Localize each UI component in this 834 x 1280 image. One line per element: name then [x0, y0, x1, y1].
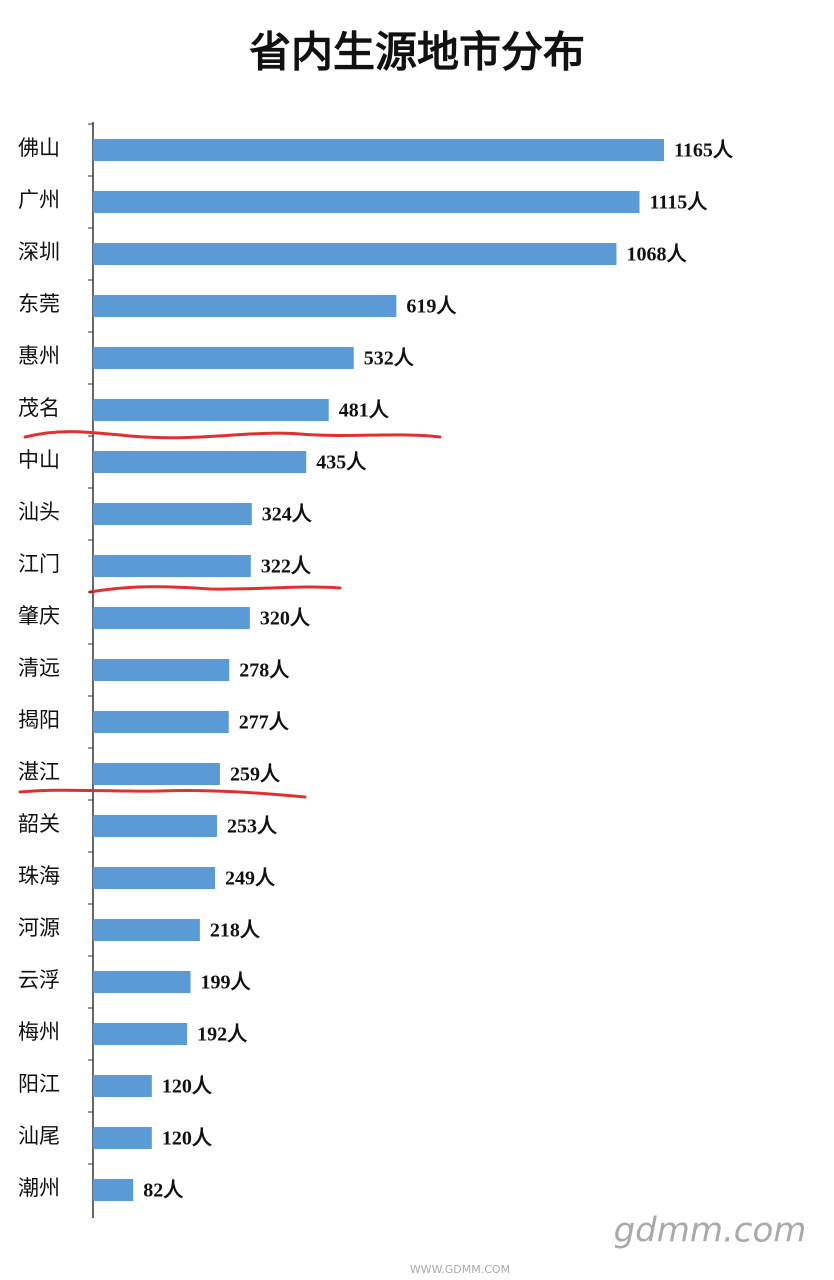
- y-tick-label: 东莞: [18, 292, 60, 316]
- y-tick-label: 佛山: [18, 136, 60, 160]
- value-label: 320人: [260, 607, 311, 630]
- bar: [93, 659, 230, 681]
- y-tick-label: 阳江: [18, 1072, 60, 1096]
- y-tick-label: 中山: [18, 448, 60, 472]
- y-tick-label: 珠海: [18, 864, 60, 888]
- value-label: 218人: [210, 919, 261, 942]
- bar: [93, 711, 229, 733]
- value-label: 259人: [230, 763, 281, 786]
- underline: [23, 430, 442, 440]
- bar: [93, 1127, 152, 1149]
- bar: [93, 1179, 134, 1201]
- value-label: 249人: [225, 867, 276, 890]
- y-tick-label: 湛江: [18, 760, 60, 784]
- value-label: 120人: [162, 1127, 213, 1150]
- bar: [93, 451, 307, 473]
- underline: [18, 788, 307, 799]
- bar: [93, 399, 329, 421]
- value-label: 1068人: [626, 243, 687, 266]
- bar: [93, 139, 664, 161]
- y-tick-label: 茂名: [18, 396, 60, 420]
- watermark-sub: WWW.GDMM.COM: [410, 1263, 510, 1276]
- y-tick-label: 清远: [18, 656, 60, 680]
- y-tick-label: 惠州: [18, 344, 60, 368]
- annotation-underlines: [18, 430, 442, 799]
- bar: [93, 243, 617, 265]
- bar: [93, 919, 200, 941]
- y-tick-label: 揭阳: [18, 708, 60, 732]
- value-label: 199人: [201, 971, 252, 994]
- value-label: 1115人: [649, 191, 708, 214]
- bar: [93, 867, 216, 889]
- y-tick-label: 潮州: [18, 1176, 60, 1200]
- y-tick-label: 梅州: [18, 1020, 60, 1044]
- y-tick-label: 河源: [18, 916, 60, 940]
- bar: [93, 347, 354, 369]
- y-tick-label: 韶关: [18, 812, 60, 836]
- bar: [93, 555, 251, 577]
- y-tick-label: 云浮: [18, 968, 60, 992]
- bar: [93, 815, 218, 837]
- value-label: 619人: [406, 295, 457, 318]
- value-label: 532人: [364, 347, 415, 370]
- y-tick-label: 深圳: [18, 240, 60, 264]
- value-label: 435人: [316, 451, 367, 474]
- bar: [93, 607, 250, 629]
- y-tick-label: 广州: [18, 188, 60, 212]
- y-tick-label: 汕头: [18, 500, 60, 524]
- bar: [93, 1023, 188, 1045]
- bar: [93, 503, 252, 525]
- bar: [93, 763, 220, 785]
- value-label: 322人: [261, 555, 312, 578]
- value-label: 1165人: [674, 139, 734, 162]
- value-label: 120人: [162, 1075, 213, 1098]
- y-tick-label: 肇庆: [18, 604, 60, 628]
- value-label: 277人: [239, 711, 290, 734]
- underline: [88, 585, 342, 594]
- bar: [93, 191, 640, 213]
- bar: [93, 1075, 152, 1097]
- value-label: 278人: [239, 659, 290, 682]
- bar: [93, 295, 397, 317]
- y-tick-label: 汕尾: [18, 1124, 60, 1148]
- y-tick-label: 江门: [18, 552, 60, 576]
- value-label: 253人: [227, 815, 278, 838]
- bar: [93, 971, 191, 993]
- value-label: 192人: [197, 1023, 248, 1046]
- chart-title: 省内生源地市分布: [249, 28, 585, 77]
- watermark: gdmm.com: [614, 1211, 807, 1251]
- value-label: 481人: [339, 399, 390, 422]
- value-label: 324人: [262, 503, 313, 526]
- value-label: 82人: [143, 1179, 184, 1202]
